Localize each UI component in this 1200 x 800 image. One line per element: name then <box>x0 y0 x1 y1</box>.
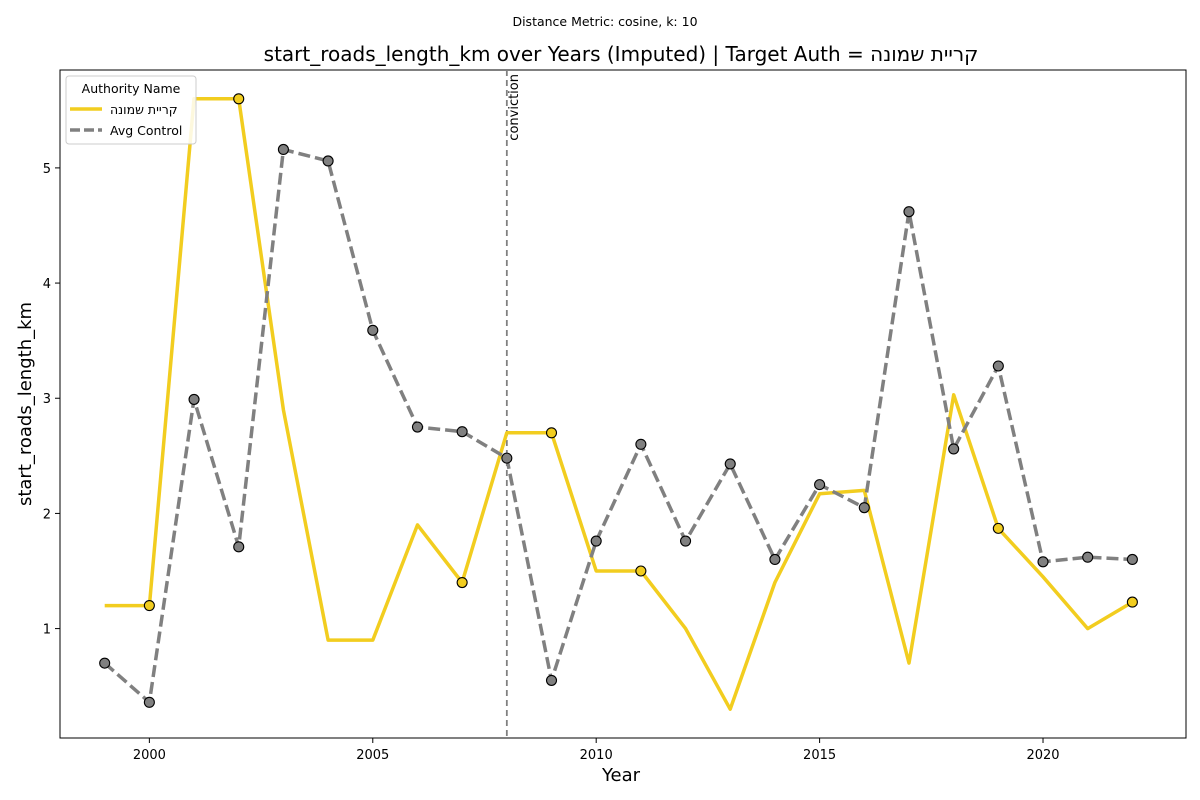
series-1-point-0 <box>99 657 111 669</box>
series-1-point-10 <box>545 674 558 686</box>
series-1-point-12 <box>635 438 647 450</box>
series-1-point-9 <box>501 452 513 464</box>
chart-title: start_roads_length_km over Years (Impute… <box>264 42 979 66</box>
y-tick-label-4: 5 <box>43 162 51 177</box>
series-1-point-2 <box>188 393 200 405</box>
series-1-point-22 <box>1082 551 1094 563</box>
x-tick-label-1: 2005 <box>356 748 389 763</box>
x-tick-label-2: 2010 <box>580 748 613 763</box>
series-1-point-19 <box>948 443 960 455</box>
series-0-point-5 <box>992 522 1004 534</box>
y-tick-label-1: 2 <box>43 507 51 522</box>
series-0-point-4 <box>635 565 647 577</box>
series-1-point-5 <box>322 155 334 167</box>
series-line-1 <box>103 147 1133 705</box>
series-1-point-20 <box>992 360 1004 372</box>
series-line-0 <box>104 97 1134 711</box>
legend-label-control: Avg Control <box>110 123 182 138</box>
series-1-point-14 <box>724 458 736 470</box>
series-1-point-8 <box>456 426 468 438</box>
series-0-point-6 <box>1126 596 1138 608</box>
conviction-label: conviction <box>507 74 522 141</box>
series-1-point-16 <box>814 479 826 491</box>
series-1-point-1 <box>143 696 155 708</box>
series-1-point-11 <box>590 535 602 547</box>
series-0-point-1 <box>233 93 245 105</box>
series-1-point-3 <box>233 541 245 553</box>
series-1-point-6 <box>367 324 379 336</box>
series-1-point-13 <box>680 535 692 547</box>
y-axis-label: start_roads_length_km <box>15 302 36 506</box>
series-1-point-23 <box>1126 553 1138 566</box>
series-1 <box>99 143 1138 708</box>
legend-title: Authority Name <box>82 81 181 96</box>
series-1-point-21 <box>1037 556 1049 568</box>
x-axis-label: Year <box>601 765 641 786</box>
series-0-point-0 <box>143 600 155 612</box>
series-1-point-18 <box>903 206 915 218</box>
y-tick-label-3: 4 <box>43 277 51 292</box>
x-tick-label-0: 2000 <box>133 748 166 763</box>
series-0 <box>104 93 1138 711</box>
x-tick-label-4: 2020 <box>1026 748 1059 763</box>
series-layer <box>99 93 1138 711</box>
y-tick-label-0: 1 <box>43 623 51 638</box>
legend-box <box>65 75 197 145</box>
legend: Authority Name קריית שמונה Avg Control <box>65 75 197 145</box>
chart-subtitle: Distance Metric: cosine, k: 10 <box>512 14 697 29</box>
series-1-point-17 <box>858 502 870 514</box>
annotation-layer: conviction <box>505 70 522 738</box>
series-1-point-15 <box>769 553 781 566</box>
series-1-point-7 <box>411 421 424 433</box>
series-0-point-3 <box>545 427 558 439</box>
plot-area <box>59 69 1187 739</box>
x-tick-label-3: 2015 <box>803 748 836 763</box>
series-1-point-4 <box>277 143 289 156</box>
axis-ticks: 2000 2005 2010 2015 2020 1 2 3 4 5 <box>43 162 1060 763</box>
legend-label-target: קריית שמונה <box>110 102 178 117</box>
y-tick-label-2: 3 <box>43 392 51 407</box>
series-0-point-2 <box>456 576 468 589</box>
